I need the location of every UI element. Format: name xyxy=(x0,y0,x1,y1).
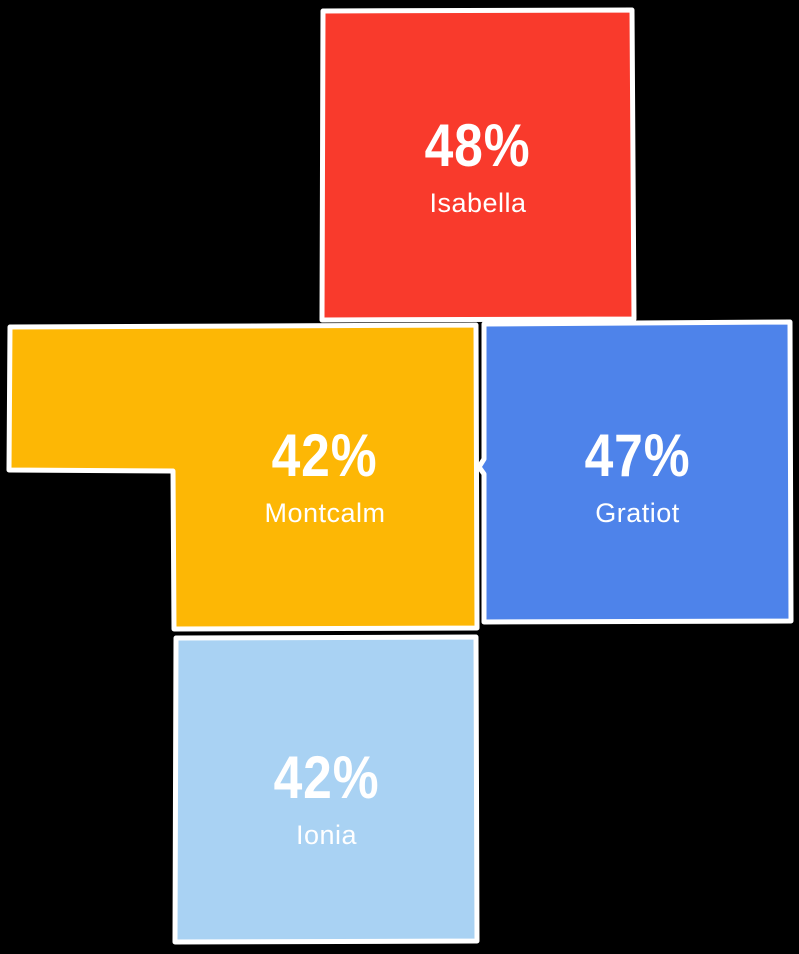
region-montcalm-shape[interactable] xyxy=(6,322,480,632)
region-gratiot-shape[interactable] xyxy=(476,319,794,625)
region-ionia-shape[interactable] xyxy=(172,634,480,945)
region-isabella-shape[interactable] xyxy=(319,7,637,323)
